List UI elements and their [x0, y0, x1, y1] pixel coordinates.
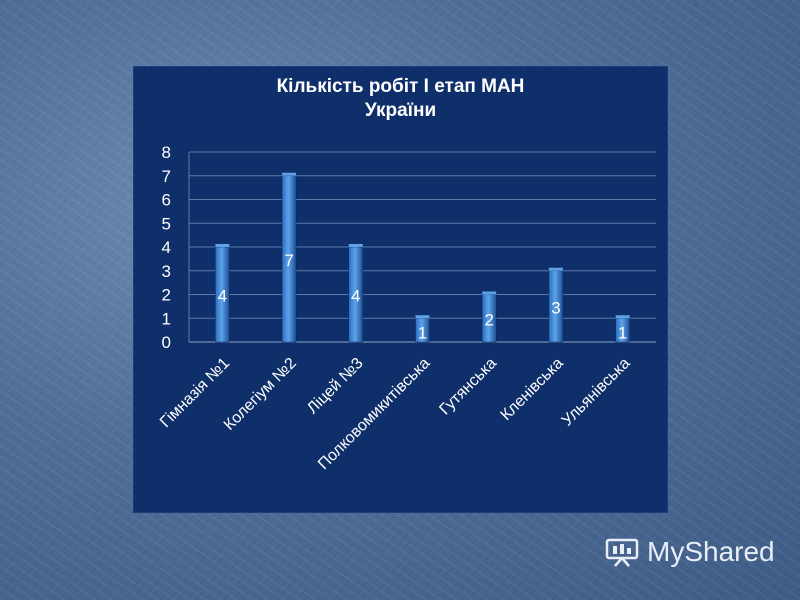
category-label: Кленівська	[498, 355, 567, 424]
data-label: 2	[484, 310, 493, 329]
data-label: 4	[351, 287, 360, 306]
bar-cap	[482, 291, 497, 295]
bar-cap	[348, 244, 363, 247]
bar-cap	[415, 315, 430, 319]
chart-title-line-1: Кількість робіт І етап МАН	[276, 76, 525, 97]
chart-panel: Кількість робіт І етап МАН України 0 1 2 3 4…	[133, 66, 668, 513]
bar-cap	[282, 172, 297, 176]
y-tick-label: 4	[162, 238, 171, 257]
bar-cap	[548, 267, 563, 271]
y-tick-label: 3	[162, 262, 171, 281]
bar-cap	[615, 315, 630, 319]
myshared-logo: MyShared	[605, 536, 775, 568]
category-label: Полковомикитівська	[315, 355, 433, 473]
y-tick-label: 0	[162, 333, 171, 352]
y-tick-label: 2	[162, 286, 171, 305]
y-tick-label: 1	[162, 309, 171, 328]
data-label: 1	[418, 323, 427, 342]
bar-cap	[215, 244, 230, 247]
watermark-text: MyShared	[647, 536, 775, 567]
y-tick-label: 5	[162, 214, 171, 233]
y-tick-label: 6	[162, 191, 171, 210]
chart-title: Кількість робіт І етап МАН України	[134, 75, 667, 123]
data-label: 1	[618, 323, 627, 342]
y-tick-label: 8	[162, 143, 171, 162]
y-tick-label: 7	[162, 167, 171, 186]
data-label: 7	[284, 251, 293, 270]
data-label: 4	[218, 287, 227, 306]
presentation-icon	[605, 537, 639, 567]
chart-title-line-2: України	[364, 100, 437, 121]
category-label: Ліцей №3	[304, 355, 367, 418]
data-label: 3	[551, 298, 560, 317]
category-label: Гутянська	[436, 355, 500, 419]
category-label: Ульянівська	[559, 355, 634, 430]
